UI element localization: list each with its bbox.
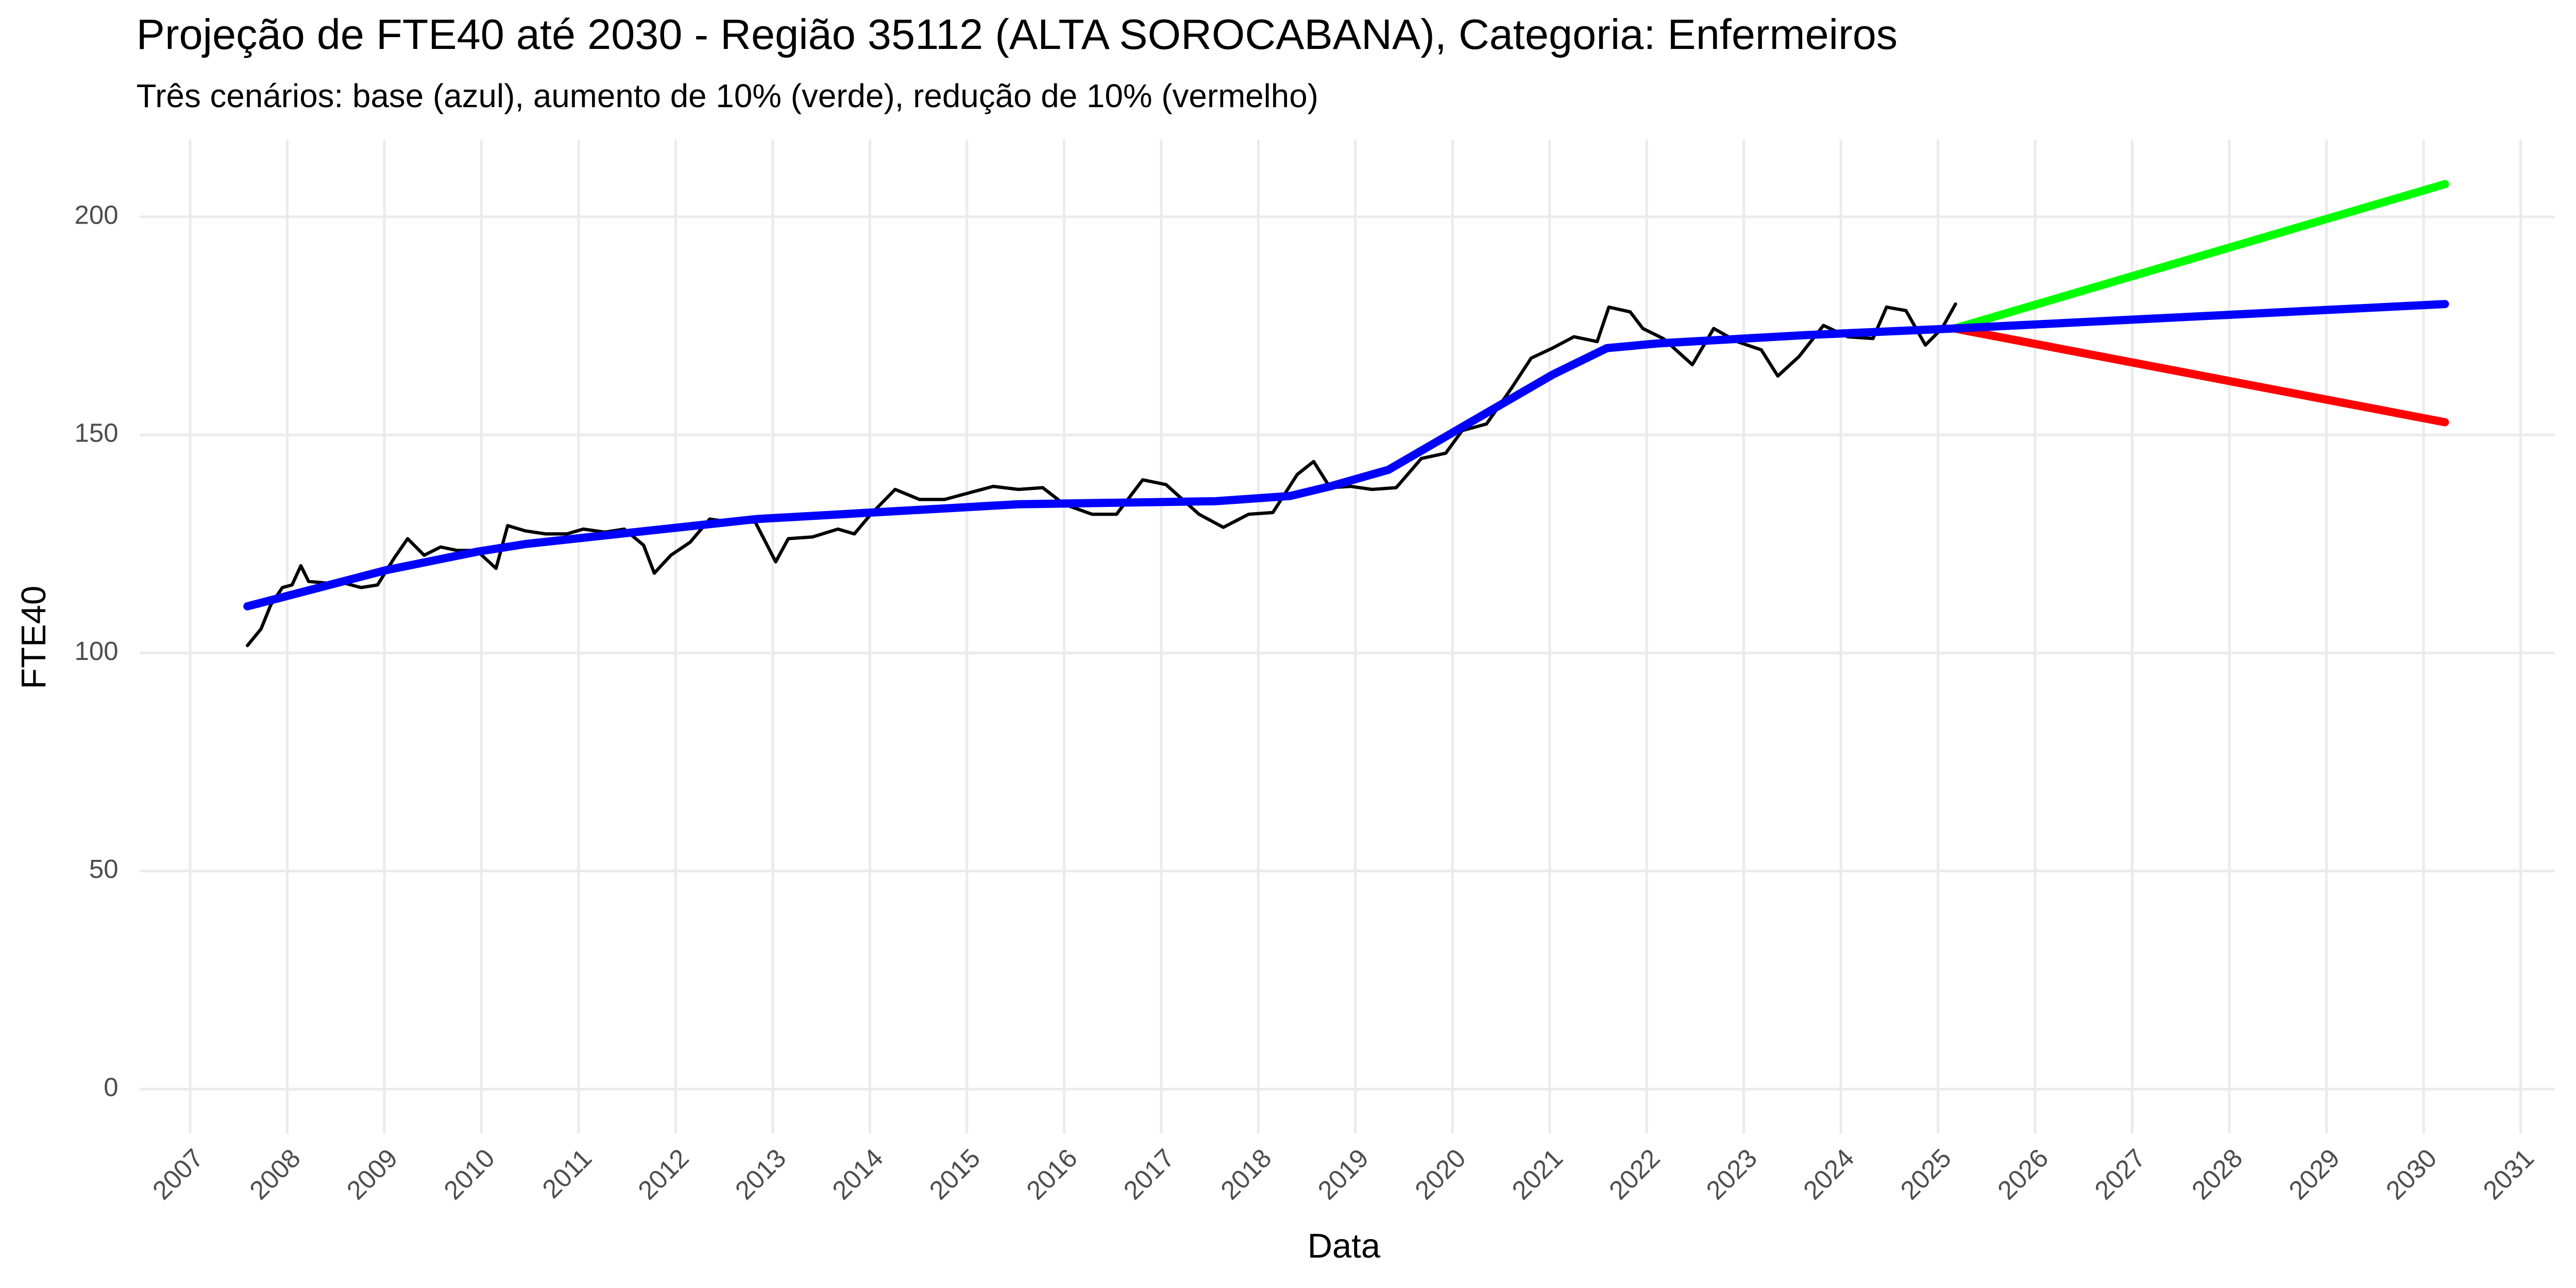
y-tick-label: 100 [74,636,118,666]
data-line [243,300,2449,611]
x-axis-label: Data [1308,1227,1381,1265]
data-line [1950,180,2449,333]
y-tick-label: 50 [89,854,118,884]
y-tick-label: 150 [74,418,118,448]
grid [140,140,2555,1134]
chart-subtitle: Três cenários: base (azul), aumento de 1… [137,77,1318,114]
y-tick-label: 0 [104,1072,118,1101]
data-line [246,302,1957,648]
chart-title: Projeção de FTE40 até 2030 - Região 3511… [137,10,1898,58]
y-axis-label: FTE40 [14,586,53,689]
y-tick-label: 200 [74,200,118,229]
plot-area [243,180,2449,648]
data-line [1950,324,2449,427]
